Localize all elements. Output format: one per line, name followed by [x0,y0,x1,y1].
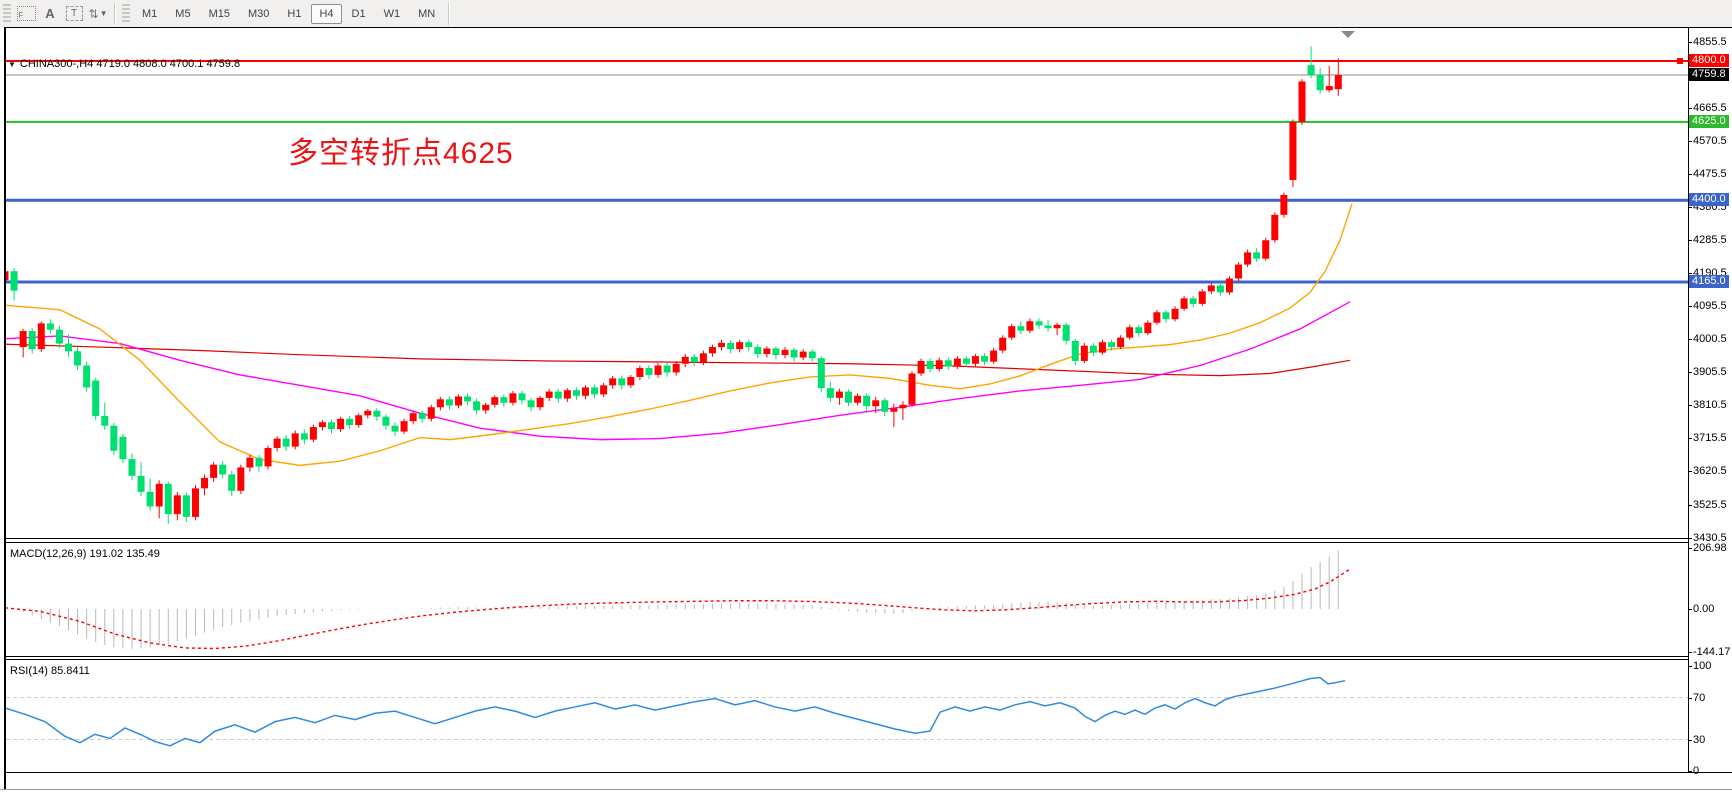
price-tick [1688,41,1692,43]
price-axis-label: 3620.5 [1693,465,1727,478]
text-box-icon[interactable]: T [63,4,85,24]
macd-canvas[interactable] [6,543,1688,656]
price-axis-label: 4285.5 [1693,234,1727,247]
chart-window: ▼ CHINA300-,H4 4719.0 4808.0 4700.1 4759… [0,27,1732,793]
text-label-icon[interactable]: A [45,6,55,21]
chart-grid-icon[interactable]: F [15,4,37,24]
window-border-bottom [0,789,1732,790]
macd-axis-label: -144.17 [1693,645,1731,658]
price-tick [1688,438,1692,440]
price-line-badge: 4400.0 [1689,193,1729,207]
price-line-badge: 4800.0 [1689,54,1729,67]
macd-tick [1688,651,1692,653]
drawing-tools-icon[interactable]: ⇅ ▼ [88,6,108,21]
price-axis-label: 3430.5 [1693,531,1727,544]
rsi-axis-label: 70 [1693,691,1706,704]
timeframe-button-w1[interactable]: W1 [383,7,401,20]
timeframe-button-m15[interactable]: M15 [208,7,230,20]
toolbar-drag-handle[interactable] [3,3,11,24]
macd-axis-label: 0.00 [1693,603,1715,615]
macd-axis-label: 206.98 [1693,541,1727,554]
timeframe-button-h1[interactable]: H1 [287,7,302,20]
price-tick [1688,306,1692,308]
macd-label: MACD(12,26,9) 191.02 135.49 [10,548,160,560]
price-tick [1688,504,1692,506]
price-line-badge: 4165.0 [1689,274,1729,288]
chart-border-left [4,27,6,790]
rsi-axis-label: 30 [1693,733,1706,746]
toolbar-separator [114,2,115,25]
timeframe-bar: M1 M5 M15 M30 H1 H4 D1 W1 MN [133,3,444,24]
timeframe-button-m30[interactable]: M30 [247,7,270,20]
axis-separator [1688,27,1689,772]
rsi-tick [1688,666,1692,667]
price-tick [1688,372,1692,374]
price-axis-label: 4855.5 [1693,35,1727,48]
rsi-tick [1688,771,1692,772]
toolbar-separator [448,2,450,25]
chart-title-text: CHINA300-,H4 4719.0 4808.0 4700.1 4759.8 [19,58,241,70]
price-tick [1688,339,1692,341]
main-panel-border-bottom [4,538,1689,539]
rsi-panel-border-top [4,659,1689,660]
price-tick [1688,140,1692,142]
macd-tick [1688,547,1692,549]
macd-tick [1688,609,1692,610]
symbol-dropdown-icon[interactable]: ▼ [8,59,16,69]
current-price-badge: 4759.8 [1689,67,1729,81]
rsi-axis-label: 100 [1693,660,1712,672]
price-tick [1688,405,1692,407]
chart-title[interactable]: ▼ CHINA300-,H4 4719.0 4808.0 4700.1 4759… [8,58,240,70]
price-axis-label: 3715.5 [1693,432,1727,445]
price-tick [1688,273,1692,275]
price-axis-label: 3905.5 [1693,366,1727,379]
price-axis-label: 4095.5 [1693,300,1727,313]
rsi-axis-label: 0 [1693,765,1700,777]
timeframe-button-mn[interactable]: MN [418,7,436,20]
price-tick [1688,107,1692,109]
price-axis-label: 4665.5 [1693,101,1727,114]
price-tick [1688,471,1692,473]
macd-panel-border-bottom [4,656,1689,657]
price-axis-label: 3525.5 [1693,498,1727,511]
timeframe-button-m1[interactable]: M1 [142,7,158,20]
rsi-label: RSI(14) 85.8411 [10,665,90,677]
timeframe-button-d1[interactable]: D1 [351,7,366,20]
timeframe-button-m5[interactable]: M5 [175,7,191,20]
price-chart-canvas[interactable] [6,28,1688,538]
price-line-badge: 4625.0 [1689,114,1729,128]
rsi-tick [1688,697,1692,699]
price-tick [1688,537,1692,539]
chevron-down-icon: ▼ [99,9,108,18]
rsi-panel-border-bottom [4,772,1732,773]
price-tick [1688,240,1692,242]
rsi-canvas[interactable] [6,660,1688,772]
price-axis-label: 4475.5 [1693,167,1727,180]
rsi-tick [1688,739,1692,741]
chart-annotation[interactable]: 多空转折点4625 [288,137,514,170]
price-axis-label: 4570.5 [1693,134,1727,147]
price-axis-label: 4000.5 [1693,333,1727,346]
timeframe-button-h4[interactable]: H4 [311,3,342,24]
price-tick [1688,206,1692,208]
price-axis-label: 3810.5 [1693,399,1727,412]
toolbar: F A T ⇅ ▼ M1 M5 M15 M30 H1 H4 D1 W1 MN [0,0,1732,28]
toolbar-drag-handle[interactable] [122,3,130,24]
macd-panel-border-top [4,542,1689,543]
price-tick [1688,173,1692,175]
chart-border-top [4,27,1732,28]
